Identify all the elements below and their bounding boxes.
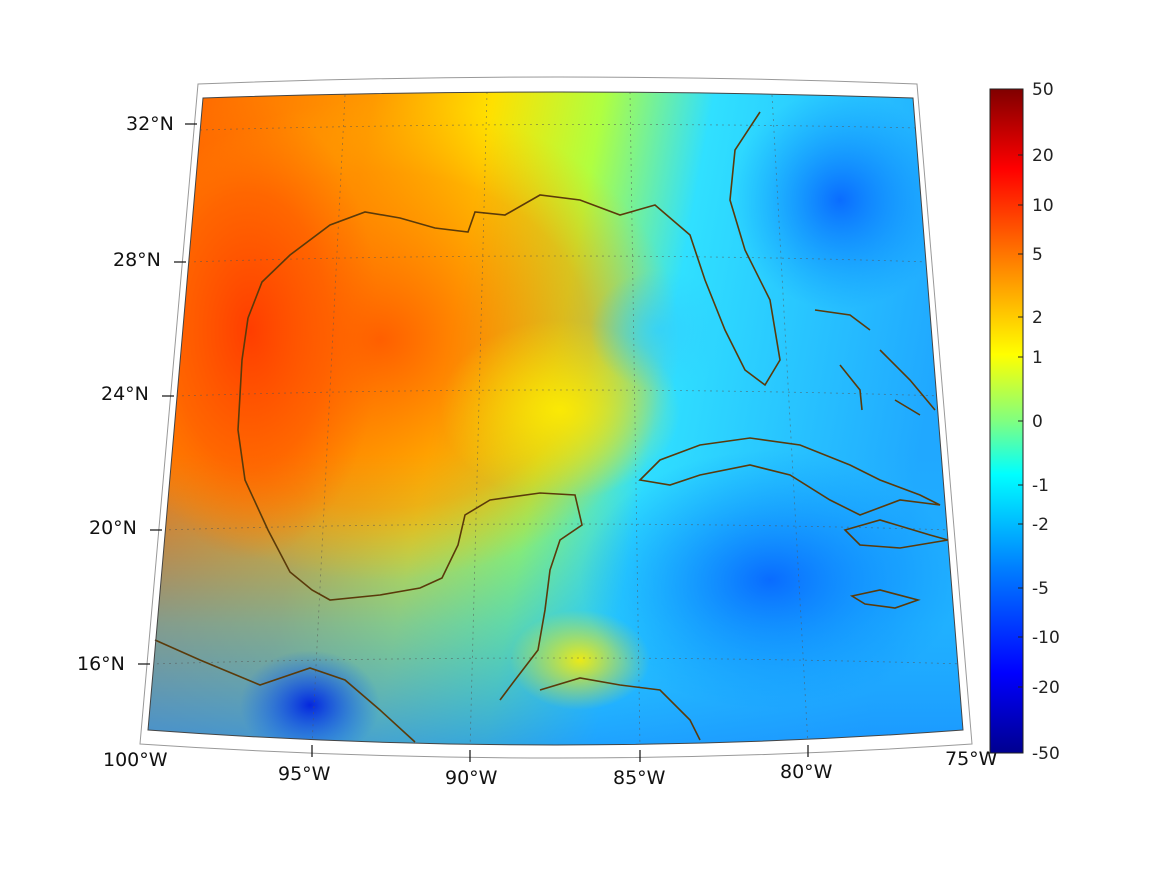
colorbar-label: 0	[1032, 412, 1043, 432]
bahamas-coastline	[814, 309, 936, 416]
lon-label: 100°W	[103, 749, 168, 771]
lat-label: 32°N	[126, 113, 174, 135]
lon-label: 80°W	[780, 761, 833, 783]
colorbar-label: 50	[1032, 80, 1054, 100]
colorbar-label: 1	[1032, 348, 1043, 368]
lat-label: 16°N	[77, 653, 125, 675]
coastlines	[154, 111, 949, 743]
axis-ticks	[138, 123, 809, 762]
lon-label: 85°W	[613, 767, 666, 789]
longitude-labels: 100°W 95°W 90°W 85°W 80°W 75°W	[103, 748, 998, 789]
colorbar-labels: 50 20 10 5 2 1 0 -1 -2 -5 -10 -20 -50	[1032, 80, 1060, 764]
cuba-coastline	[638, 437, 941, 516]
colorbar-label: -1	[1032, 476, 1049, 496]
lon-label: 75°W	[945, 748, 998, 770]
colorbar-label: 2	[1032, 308, 1043, 328]
data-field	[148, 92, 963, 745]
graticule	[150, 92, 963, 745]
colorbar-label: -10	[1032, 628, 1060, 648]
mexico-coastline	[237, 317, 583, 701]
map-frame-outer	[139, 76, 973, 759]
lat-label: 20°N	[89, 517, 137, 539]
colorbar	[989, 88, 1024, 754]
lon-label: 90°W	[445, 767, 498, 789]
colorbar-label: -50	[1032, 744, 1060, 764]
jamaica-coastline	[849, 589, 921, 609]
colorbar-label: -20	[1032, 678, 1060, 698]
colorbar-label: 5	[1032, 245, 1043, 265]
colorbar-label: -5	[1032, 579, 1049, 599]
lat-label: 24°N	[101, 383, 149, 405]
colorbar-label: 10	[1032, 196, 1054, 216]
lat-label: 28°N	[113, 249, 161, 271]
colorbar-label: -2	[1032, 515, 1049, 535]
map-frame	[147, 91, 964, 746]
lon-label: 95°W	[278, 763, 331, 785]
colorbar-ticks	[1018, 154, 1023, 688]
colorbar-label: 20	[1032, 146, 1054, 166]
pacific-coastline	[154, 639, 416, 743]
central-america-coastline	[539, 677, 701, 741]
latitude-labels: 32°N 28°N 24°N 20°N 16°N	[77, 113, 174, 675]
gulf-coastline	[247, 111, 781, 387]
